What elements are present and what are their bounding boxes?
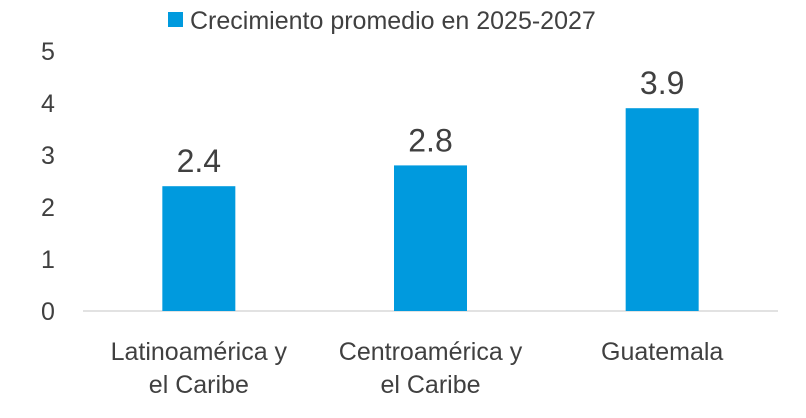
- legend-swatch: [168, 12, 183, 27]
- y-tick-label: 5: [41, 38, 55, 66]
- x-tick-label: Guatemala: [601, 338, 723, 366]
- bar: [625, 108, 699, 311]
- y-tick-label: 2: [41, 194, 55, 222]
- x-tick-label: el Caribe: [149, 371, 249, 399]
- bar: [162, 186, 236, 311]
- y-tick-label: 0: [41, 298, 55, 326]
- bar: [394, 165, 467, 311]
- y-tick-label: 1: [41, 246, 55, 274]
- x-tick-label: Centroamérica y: [339, 338, 523, 366]
- y-tick-label: 3: [41, 142, 55, 170]
- x-tick-label: Latinoamérica y: [111, 338, 288, 366]
- legend-label: Crecimiento promedio en 2025-2027: [190, 7, 596, 35]
- data-label: 2.4: [177, 143, 221, 179]
- data-label: 3.9: [640, 65, 684, 101]
- x-tick-label: el Caribe: [380, 371, 480, 399]
- y-tick-label: 4: [41, 90, 55, 118]
- data-label: 2.8: [408, 122, 452, 158]
- legend: Crecimiento promedio en 2025-2027: [168, 7, 596, 35]
